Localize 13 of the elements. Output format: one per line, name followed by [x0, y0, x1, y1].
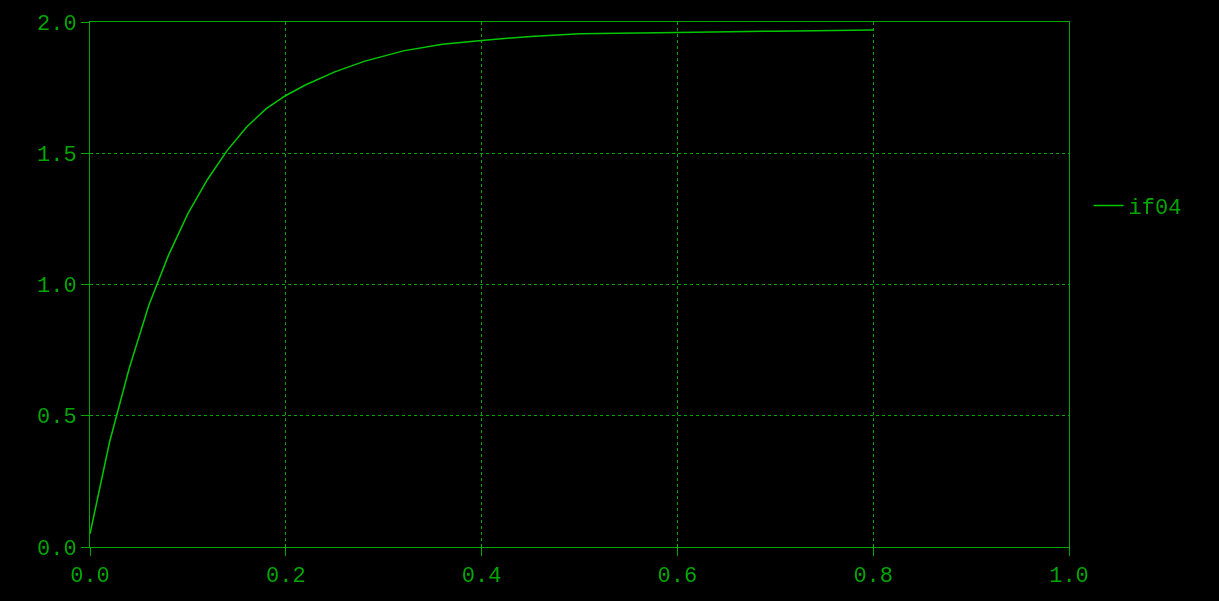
legend-label: if04: [1128, 196, 1182, 222]
line-series: [90, 29, 874, 535]
y-tick-label: 0.5: [36, 405, 77, 431]
x-tick-label: 0.8: [853, 564, 893, 590]
x-tick-label: 1.0: [1049, 564, 1089, 590]
x-tick-label: 0.0: [70, 564, 110, 590]
y-tick-label: 0.0: [36, 536, 77, 562]
x-tick-label: 0.4: [461, 564, 502, 590]
y-tick-label: 1.5: [36, 142, 77, 168]
x-tick-label: 0.6: [657, 564, 698, 590]
x-tick-label: 0.2: [266, 564, 306, 590]
y-tick-label: 2.0: [36, 11, 77, 37]
y-tick-label: 1.0: [36, 274, 77, 300]
